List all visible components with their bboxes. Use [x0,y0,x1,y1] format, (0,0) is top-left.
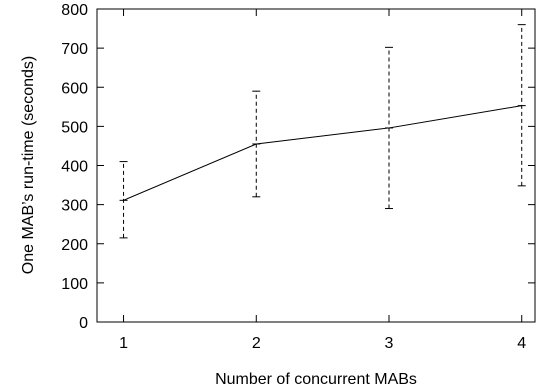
y-tick-label: 600 [61,80,88,97]
y-tick-label: 300 [61,198,88,215]
x-tick-label: 4 [517,335,526,352]
series-lines [119,105,526,201]
y-tick-label: 200 [61,237,88,254]
x-ticks: 1 2 3 4 [119,9,526,352]
y-tick-label: 500 [61,119,88,136]
y-ticks: 0 100 200 300 400 500 600 700 800 [61,2,535,332]
plot-frame [96,8,536,323]
series-line [123,105,522,201]
x-tick-label: 3 [385,335,394,352]
x-tick-label: 2 [252,335,261,352]
y-tick-label: 0 [79,315,88,332]
error-bars [119,24,526,239]
y-tick-label: 800 [61,2,88,19]
y-tick-label: 100 [61,276,88,293]
y-axis-label: One MAB’s run-time (seconds) [20,56,37,274]
x-axis-label: Number of concurrent MABs [215,371,417,388]
y-tick-label: 700 [61,41,88,58]
y-tick-label: 400 [61,159,88,176]
x-tick-label: 1 [119,335,128,352]
